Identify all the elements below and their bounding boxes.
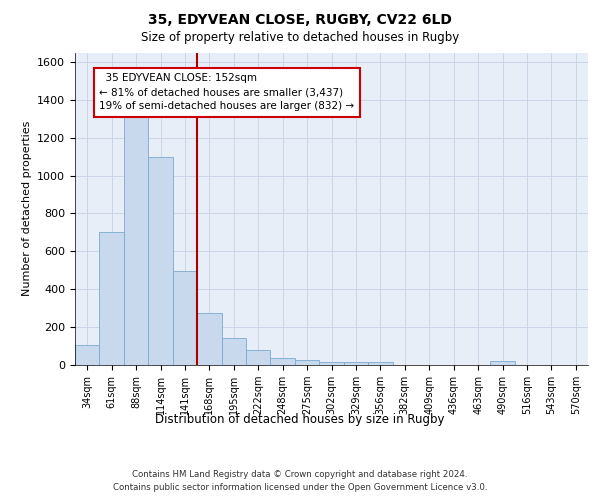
Bar bbox=[197, 313, 221, 365]
Bar bbox=[319, 362, 344, 365]
Bar bbox=[148, 156, 173, 365]
Text: 35 EDYVEAN CLOSE: 152sqm
← 81% of detached houses are smaller (3,437)
19% of sem: 35 EDYVEAN CLOSE: 152sqm ← 81% of detach… bbox=[100, 74, 355, 112]
Text: Size of property relative to detached houses in Rugby: Size of property relative to detached ho… bbox=[141, 31, 459, 44]
Bar bbox=[490, 361, 515, 365]
Text: 35, EDYVEAN CLOSE, RUGBY, CV22 6LD: 35, EDYVEAN CLOSE, RUGBY, CV22 6LD bbox=[148, 12, 452, 26]
Text: Contains public sector information licensed under the Open Government Licence v3: Contains public sector information licen… bbox=[113, 482, 487, 492]
Bar bbox=[295, 360, 319, 365]
Bar bbox=[75, 345, 100, 365]
Bar bbox=[221, 338, 246, 365]
Bar bbox=[368, 362, 392, 365]
Bar bbox=[344, 362, 368, 365]
Text: Contains HM Land Registry data © Crown copyright and database right 2024.: Contains HM Land Registry data © Crown c… bbox=[132, 470, 468, 479]
Bar bbox=[271, 358, 295, 365]
Bar bbox=[246, 350, 271, 365]
Y-axis label: Number of detached properties: Number of detached properties bbox=[22, 121, 32, 296]
Bar bbox=[100, 232, 124, 365]
Text: Distribution of detached houses by size in Rugby: Distribution of detached houses by size … bbox=[155, 412, 445, 426]
Bar bbox=[124, 113, 148, 365]
Bar bbox=[173, 271, 197, 365]
